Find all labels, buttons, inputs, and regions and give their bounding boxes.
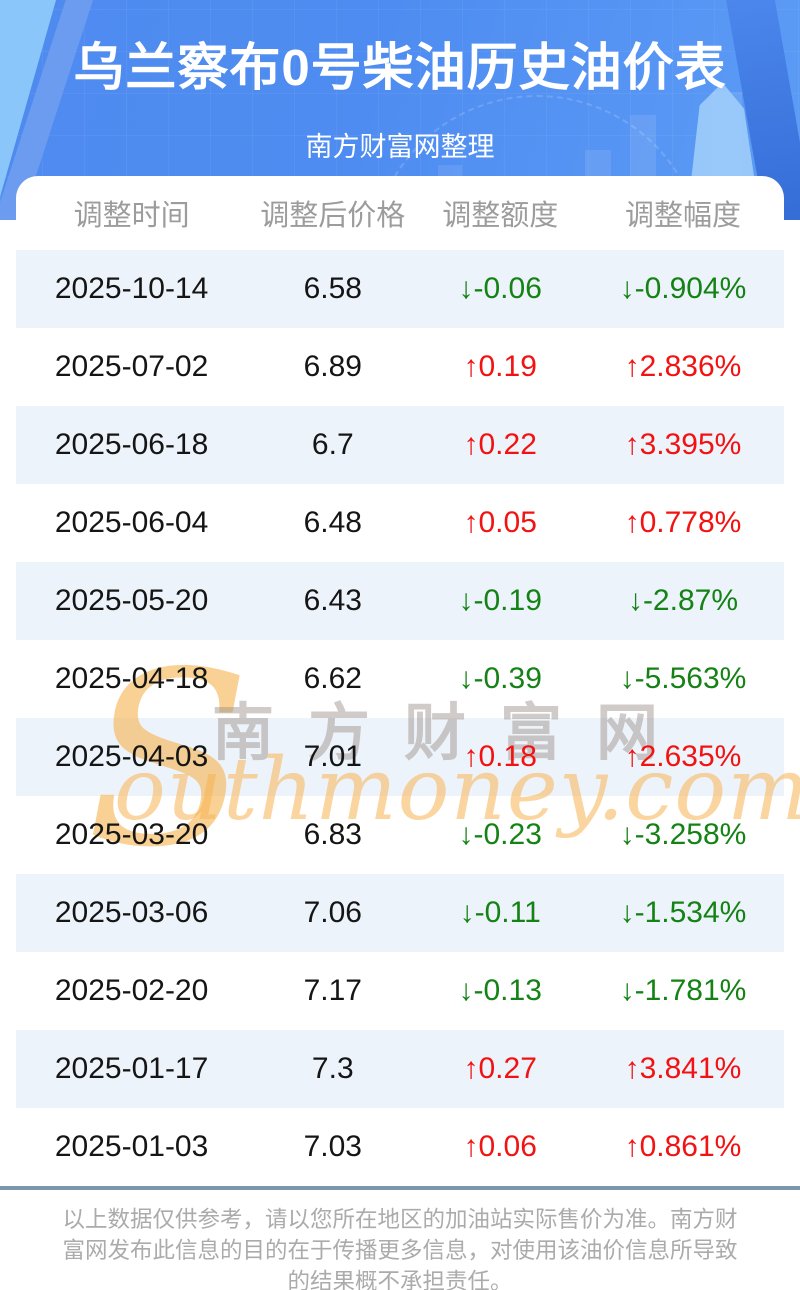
cell-adjust-date: 2025-01-03	[54, 1130, 209, 1163]
cell-change-amount: ↑0.05	[463, 506, 537, 539]
cell-change-amount: ↑0.18	[463, 740, 537, 773]
table-row: 2025-03-20 6.83 ↓-0.23 ↓-3.258%	[16, 796, 784, 874]
cell-change-percent: ↓-5.563%	[619, 662, 747, 695]
cell-adjust-date: 2025-02-20	[54, 974, 209, 1007]
cell-adjust-date: 2025-01-17	[54, 1052, 209, 1085]
cell-change-amount: ↓-0.11	[459, 896, 541, 929]
cell-change-percent: ↓-3.258%	[619, 818, 747, 851]
cell-change-percent: ↓-0.904%	[619, 272, 747, 305]
price-table-card: 调整时间 调整后价格 调整额度 调整幅度 2025-10-14 6.58 ↓-0.06…	[16, 176, 800, 1186]
cell-change-amount: ↑0.22	[463, 428, 537, 461]
table-row: 2025-07-02 6.89 ↑0.19 ↑2.836%	[16, 328, 784, 406]
cell-adjusted-price: 7.03	[303, 1130, 362, 1163]
cell-change-amount: ↓-0.19	[458, 584, 542, 617]
table-row: 2025-03-06 7.06 ↓-0.11 ↓-1.534%	[16, 874, 784, 952]
cell-change-amount: ↓-0.13	[458, 974, 542, 1007]
cell-adjusted-price: 7.3	[311, 1052, 354, 1085]
column-header: 调整额度	[442, 200, 559, 232]
cell-change-percent: ↑2.836%	[624, 350, 742, 383]
cell-adjusted-price: 6.7	[311, 428, 354, 461]
cell-adjusted-price: 6.43	[303, 584, 362, 617]
cell-adjusted-price: 6.58	[303, 272, 362, 305]
cell-adjust-date: 2025-05-20	[54, 584, 209, 617]
table-row: 2025-04-03 7.01 ↑0.18 ↑2.635%	[16, 718, 784, 796]
cell-adjusted-price: 6.62	[303, 662, 362, 695]
cell-change-percent: ↑0.778%	[624, 506, 742, 539]
cell-change-amount: ↓-0.23	[458, 818, 542, 851]
cell-change-percent: ↓-1.534%	[619, 896, 747, 929]
column-header: 调整幅度	[624, 200, 741, 232]
cell-adjusted-price: 7.06	[303, 896, 362, 929]
cell-change-percent: ↑0.861%	[624, 1130, 742, 1163]
cell-adjust-date: 2025-06-04	[54, 506, 209, 539]
table-row: 2025-06-04 6.48 ↑0.05 ↑0.778%	[16, 484, 784, 562]
cell-change-amount: ↓-0.39	[458, 662, 542, 695]
table-row: 2025-10-14 6.58 ↓-0.06 ↓-0.904%	[16, 250, 784, 328]
table-row: 2025-04-18 6.62 ↓-0.39 ↓-5.563%	[16, 640, 784, 718]
page-title: 乌兰察布0号柴油历史油价表	[73, 39, 727, 96]
table-body: 2025-10-14 6.58 ↓-0.06 ↓-0.904% 2025-07-…	[16, 250, 784, 1186]
cell-adjust-date: 2025-03-20	[54, 818, 209, 851]
table-row: 2025-01-03 7.03 ↑0.06 ↑0.861%	[16, 1108, 784, 1186]
cell-change-amount: ↓-0.06	[458, 272, 542, 305]
cell-adjust-date: 2025-06-18	[54, 428, 209, 461]
cell-change-percent: ↑2.635%	[624, 740, 742, 773]
page-subtitle: 南方财富网整理	[305, 132, 495, 162]
cell-adjust-date: 2025-04-03	[54, 740, 209, 773]
table-row: 2025-01-17 7.3 ↑0.27 ↑3.841%	[16, 1030, 784, 1108]
column-header: 调整后价格	[260, 200, 406, 232]
disclaimer-text: 以上数据仅供参考，请以您所在地区的加油站实际售价为准。南方财富网发布此信息的目的…	[62, 1207, 738, 1290]
cell-adjust-date: 2025-03-06	[54, 896, 209, 929]
cell-adjusted-price: 6.89	[303, 350, 362, 383]
footer-divider	[0, 1186, 800, 1190]
cell-adjusted-price: 6.83	[303, 818, 362, 851]
cell-change-amount: ↑0.06	[463, 1130, 537, 1163]
cell-adjust-date: 2025-04-18	[54, 662, 209, 695]
table-row: 2025-06-18 6.7 ↑0.22 ↑3.395%	[16, 406, 784, 484]
cell-adjust-date: 2025-10-14	[54, 272, 209, 305]
cell-change-amount: ↑0.27	[463, 1052, 537, 1085]
cell-change-percent: ↓-1.781%	[619, 974, 747, 1007]
cell-change-percent: ↑3.841%	[624, 1052, 742, 1085]
table-row: 2025-02-20 7.17 ↓-0.13 ↓-1.781%	[16, 952, 784, 1030]
column-header: 调整时间	[73, 200, 190, 232]
cell-change-percent: ↓-2.87%	[627, 584, 738, 617]
cell-change-amount: ↑0.19	[463, 350, 537, 383]
cell-adjusted-price: 6.48	[303, 506, 362, 539]
table-row: 2025-05-20 6.43 ↓-0.19 ↓-2.87%	[16, 562, 784, 640]
table-header-row: 调整时间 调整后价格 调整额度 调整幅度	[16, 176, 784, 250]
cell-change-percent: ↑3.395%	[624, 428, 742, 461]
cell-adjusted-price: 7.17	[303, 974, 362, 1007]
cell-adjust-date: 2025-07-02	[54, 350, 209, 383]
cell-adjusted-price: 7.01	[303, 740, 362, 773]
